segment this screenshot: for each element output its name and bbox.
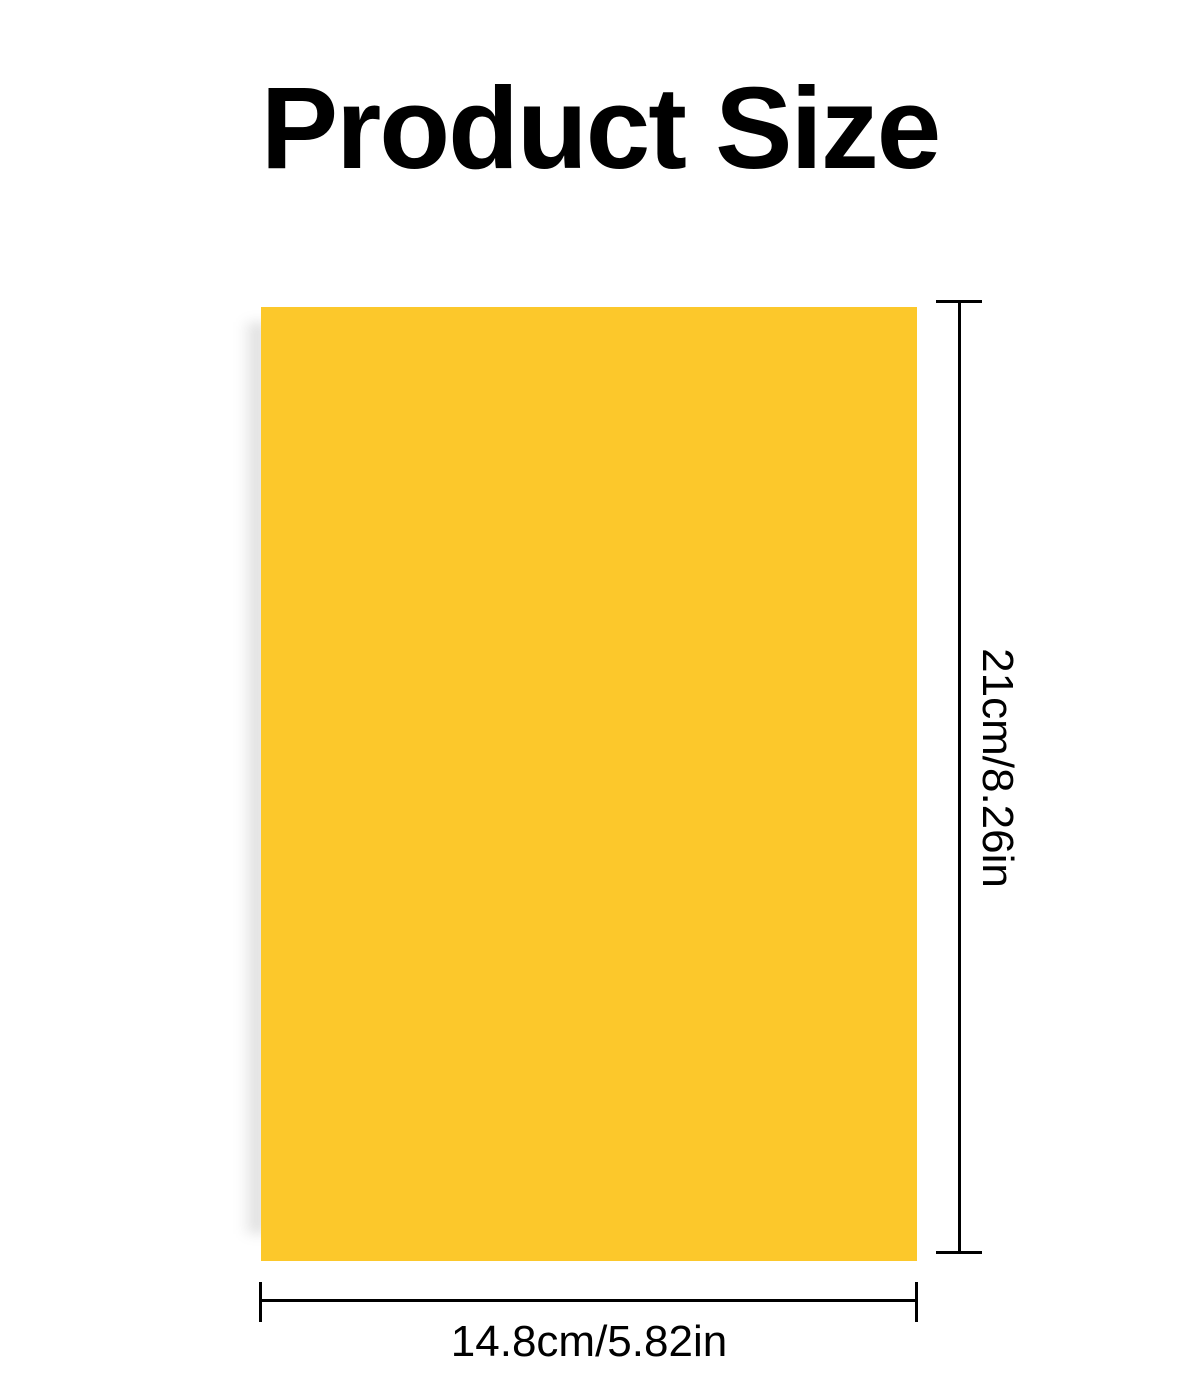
product-sheet [261,307,917,1261]
height-dimension-cap-bottom [936,1251,982,1254]
page-title: Product Size [260,63,942,193]
height-dimension-cap-top [936,300,982,303]
height-dimension-label: 21cm/8.26in [973,648,1022,888]
width-dimension-cap-left [259,1282,262,1322]
width-dimension-cap-right [915,1282,918,1322]
sheet-shadow [240,322,264,1234]
height-dimension-line [958,301,961,1253]
width-dimension-line [260,1299,918,1302]
width-dimension-label: 14.8cm/5.82in [450,1317,728,1366]
